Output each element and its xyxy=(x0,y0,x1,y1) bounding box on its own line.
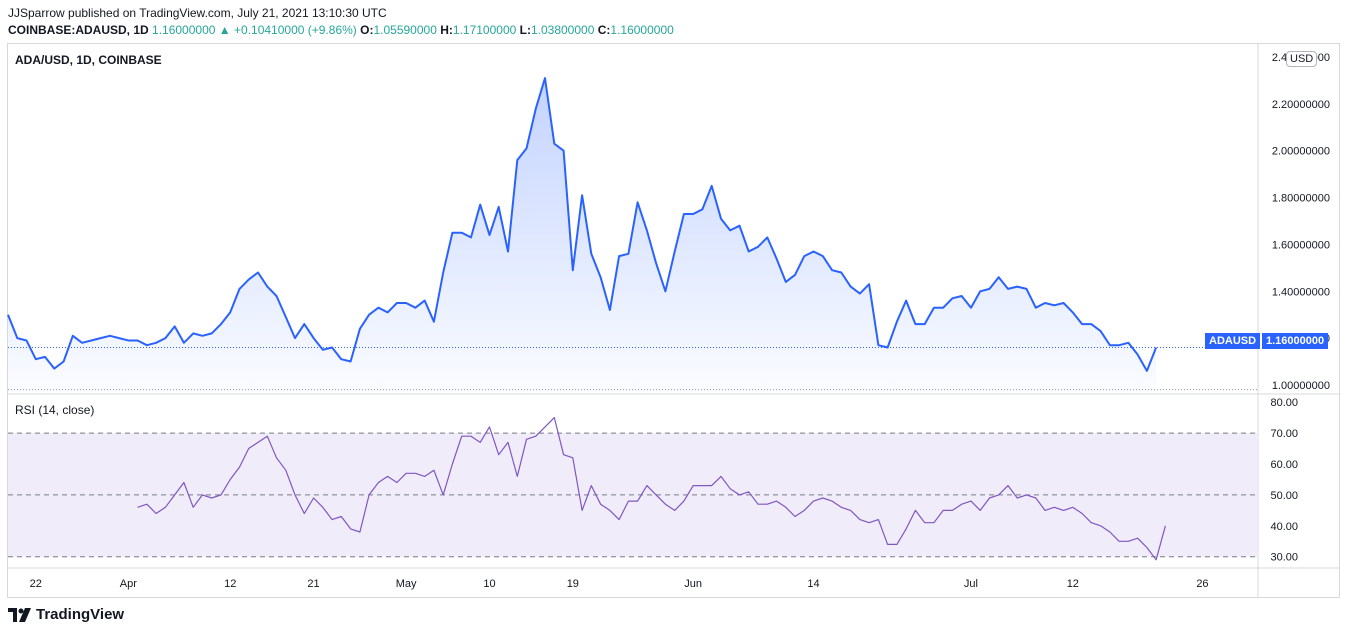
time-axis-tick: 14 xyxy=(807,578,819,590)
time-axis-tick: 26 xyxy=(1196,578,1208,590)
price-line xyxy=(7,77,1158,372)
currency-badge[interactable]: USD xyxy=(1286,51,1318,67)
price-axis-tick: 1.40000000 xyxy=(1272,286,1330,298)
low-label: L: xyxy=(519,23,531,37)
time-axis-tick: 21 xyxy=(307,578,319,590)
rsi-axis-tick: 60.00 xyxy=(1270,459,1298,471)
high-value: 1.17100000 xyxy=(452,23,517,37)
close-value-ohlc: 1.16000000 xyxy=(610,23,674,37)
last-price-symbol-label: ADAUSD xyxy=(1205,333,1261,349)
time-axis-tick: Jul xyxy=(964,578,978,590)
price-axis-tick: 1.00000000 xyxy=(1272,380,1330,392)
symbol-label: COINBASE:ADAUSD, 1D xyxy=(8,23,149,37)
price-axis-tick: 1.60000000 xyxy=(1272,239,1330,251)
rsi-pane-title: RSI (14, close) xyxy=(15,403,95,417)
open-label: O: xyxy=(360,23,374,37)
time-axis-tick: 10 xyxy=(483,578,495,590)
tradingview-logo[interactable]: TradingView xyxy=(8,606,124,623)
publisher-line: JJSparrow published on TradingView.com, … xyxy=(8,6,387,20)
change-up-icon: ▲ xyxy=(218,23,231,37)
close-label: C: xyxy=(597,23,611,37)
price-area-fill xyxy=(8,78,1157,392)
tradingview-logo-text: TradingView xyxy=(36,606,125,623)
rsi-axis-tick: 30.00 xyxy=(1270,552,1298,564)
rsi-axis-tick: 70.00 xyxy=(1270,428,1298,440)
time-axis-tick: Jun xyxy=(684,578,702,590)
chart-frame xyxy=(7,43,1340,598)
change-value: +0.10410000 (+9.86%) xyxy=(234,23,357,37)
price-pane-title: ADA/USD, 1D, COINBASE xyxy=(15,53,162,67)
low-value: 1.03800000 xyxy=(530,23,595,37)
time-axis-tick: 12 xyxy=(1067,578,1079,590)
tradingview-logo-icon xyxy=(8,607,31,622)
rsi-axis-tick: 80.00 xyxy=(1270,397,1298,409)
time-axis-tick: Apr xyxy=(120,578,137,590)
time-axis-tick: May xyxy=(396,578,417,590)
price-axis-tick: 1.80000000 xyxy=(1272,193,1330,205)
price-axis-tick: 2.20000000 xyxy=(1272,99,1330,111)
open-value: 1.05590000 xyxy=(373,23,437,37)
rsi-line xyxy=(137,417,1166,561)
close-value: 1.16000000 xyxy=(152,23,216,37)
price-axis-tick: 2.00000000 xyxy=(1272,146,1330,158)
rsi-axis-tick: 40.00 xyxy=(1270,521,1298,533)
ohlc-bar: COINBASE:ADAUSD, 1D 1.16000000 ▲ +0.1041… xyxy=(8,23,674,37)
rsi-axis-tick: 50.00 xyxy=(1270,490,1298,502)
time-axis-tick: 12 xyxy=(224,578,236,590)
time-axis-tick: 22 xyxy=(30,578,42,590)
high-label: H: xyxy=(440,23,453,37)
last-price-value-label: 1.16000000 xyxy=(1262,333,1329,349)
time-axis-tick: 19 xyxy=(567,578,579,590)
